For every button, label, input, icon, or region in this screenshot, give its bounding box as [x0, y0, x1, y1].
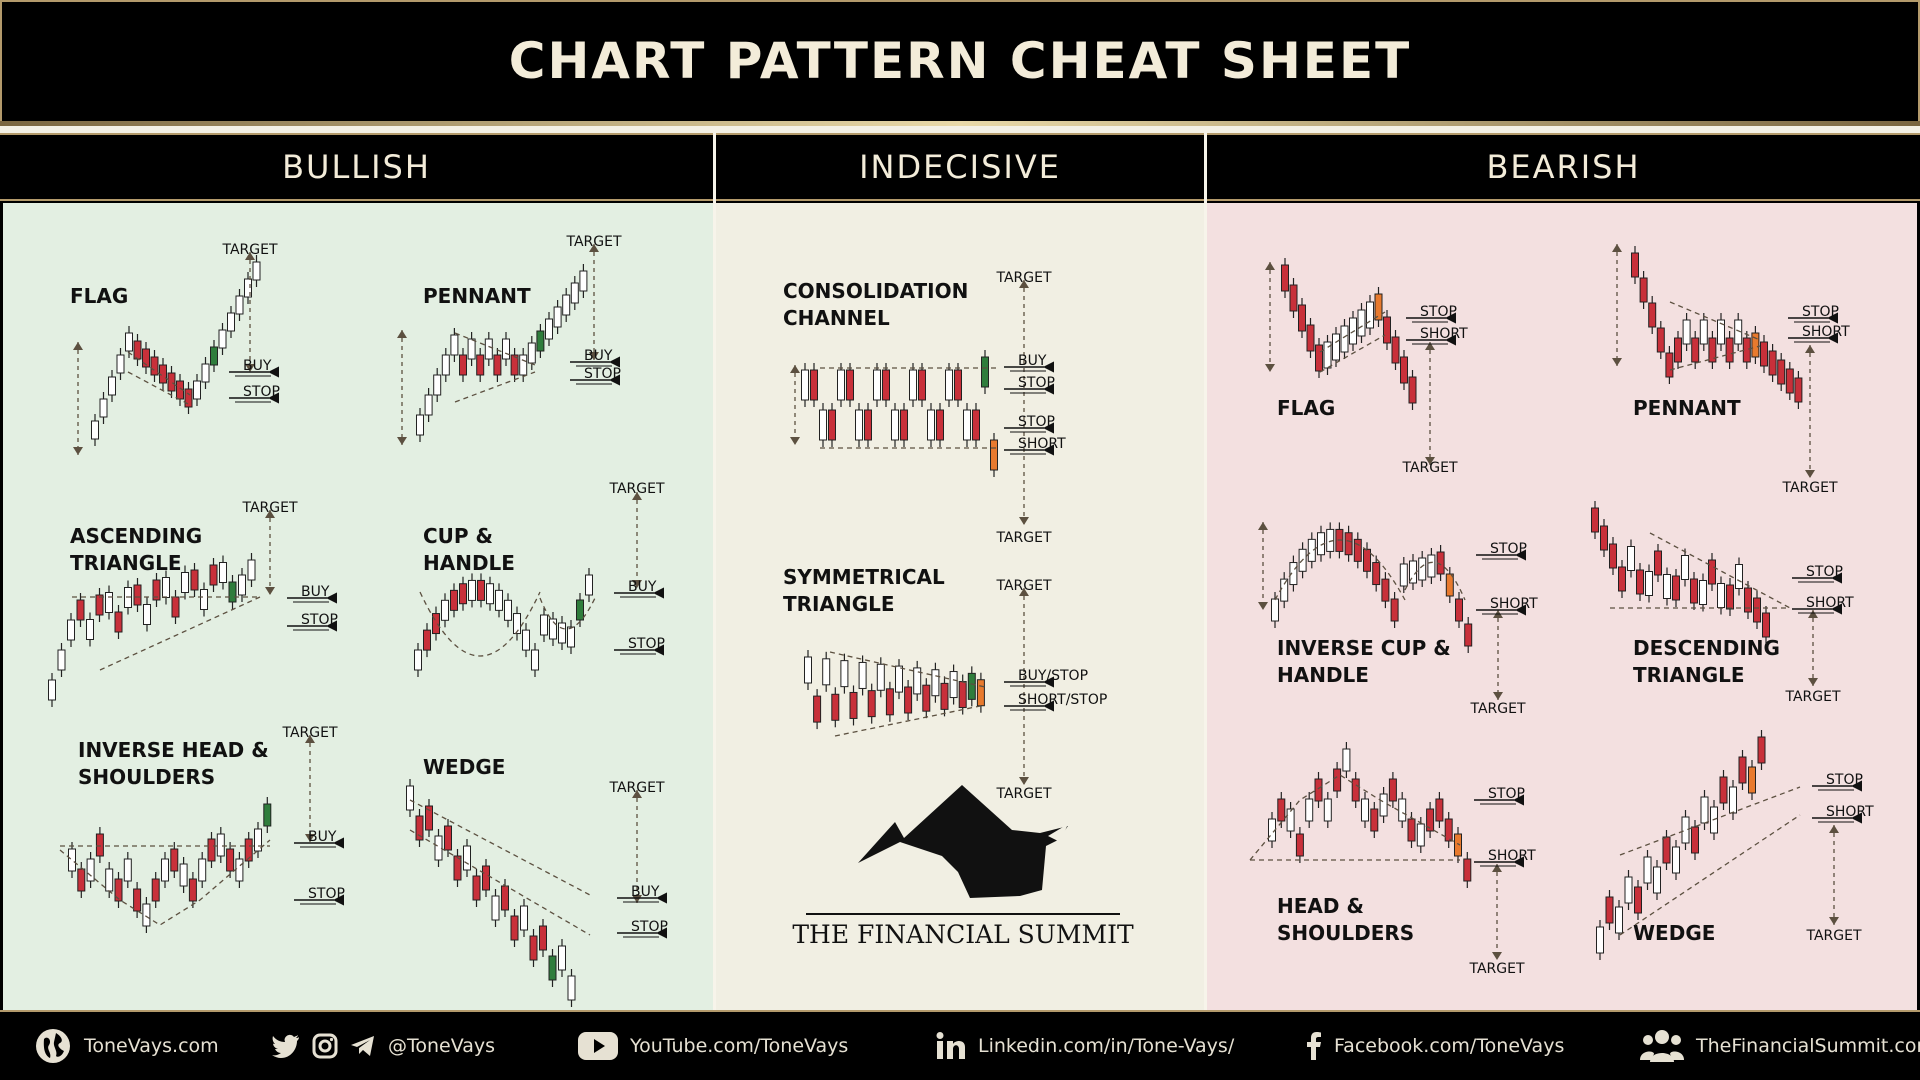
globe-icon — [34, 1027, 72, 1065]
linkedin-icon — [936, 1032, 966, 1060]
column-header-bearish: BEARISH — [1207, 133, 1920, 201]
twitter-icon — [272, 1034, 300, 1058]
footer-bar: ToneVays.com @ToneVays YouTube.com/ToneV… — [0, 1010, 1920, 1080]
column-header-indecisive: INDECISIVE — [716, 133, 1204, 201]
column-header-bullish: BULLISH — [0, 133, 713, 201]
white-rule — [0, 126, 1920, 133]
header-bar: CHART PATTERN CHEAT SHEET — [0, 0, 1920, 124]
page-title: CHART PATTERN CHEAT SHEET — [508, 32, 1412, 90]
gold-rule — [0, 121, 1920, 126]
group-icon — [1640, 1028, 1684, 1064]
footer-website-label: ToneVays.com — [84, 1035, 219, 1057]
footer-summit[interactable]: TheFinancialSummit.com — [1640, 1012, 1920, 1080]
facebook-icon — [1306, 1032, 1322, 1060]
bearish-panel — [1207, 203, 1917, 1010]
footer-website[interactable]: ToneVays.com — [34, 1012, 219, 1080]
footer-social-label: @ToneVays — [388, 1035, 496, 1057]
footer-facebook-label: Facebook.com/ToneVays — [1334, 1035, 1565, 1057]
telegram-icon — [350, 1034, 376, 1058]
footer-youtube-label: YouTube.com/ToneVays — [630, 1035, 849, 1057]
footer-summit-label: TheFinancialSummit.com — [1696, 1035, 1920, 1057]
bullish-panel — [3, 203, 713, 1010]
column-divider — [713, 133, 716, 1010]
indecisive-panel — [716, 203, 1204, 1010]
footer-social[interactable]: @ToneVays — [272, 1012, 495, 1080]
youtube-icon — [578, 1032, 618, 1060]
instagram-icon — [312, 1033, 338, 1059]
footer-youtube[interactable]: YouTube.com/ToneVays — [578, 1012, 848, 1080]
footer-linkedin-label: Linkedin.com/in/Tone-Vays/ — [978, 1035, 1235, 1057]
footer-linkedin[interactable]: Linkedin.com/in/Tone-Vays/ — [936, 1012, 1234, 1080]
column-divider — [1204, 133, 1207, 1010]
footer-facebook[interactable]: Facebook.com/ToneVays — [1306, 1012, 1564, 1080]
